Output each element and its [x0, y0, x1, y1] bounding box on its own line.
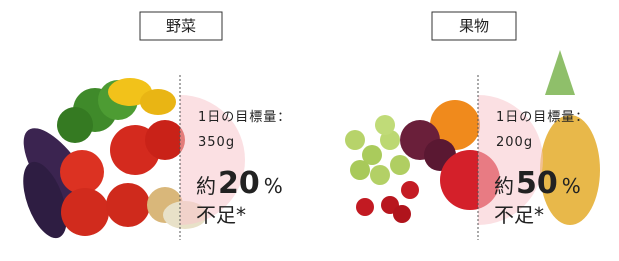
- suffix: 不足*: [196, 203, 246, 227]
- fruit-panel: 果物 1日の目標量： 200g 約50% 不足*: [345, 12, 600, 240]
- vegetable-panel: 野菜 1日の目標量： 350g 約20% 不足*: [10, 12, 291, 244]
- page: 野菜 1日の目標量： 350g 約20% 不足* 果物: [0, 0, 619, 257]
- prefix: 約: [196, 174, 216, 198]
- infographic: 野菜 1日の目標量： 350g 約20% 不足* 果物: [0, 0, 619, 257]
- target-value: 200g: [496, 135, 533, 150]
- target-label: 1日の目標量：: [198, 110, 291, 125]
- panel-label: 果物: [459, 17, 489, 35]
- vegetable-illustration: [10, 78, 207, 244]
- target-label: 1日の目標量：: [496, 110, 589, 125]
- panel-label: 野菜: [166, 17, 196, 35]
- suffix: 不足*: [494, 203, 544, 227]
- unit: %: [562, 174, 581, 198]
- percent: 20: [218, 166, 260, 201]
- percent: 50: [516, 166, 558, 201]
- target-value: 350g: [198, 135, 235, 150]
- fruit-illustration: [345, 50, 600, 225]
- unit: %: [264, 174, 283, 198]
- prefix: 約: [494, 174, 514, 198]
